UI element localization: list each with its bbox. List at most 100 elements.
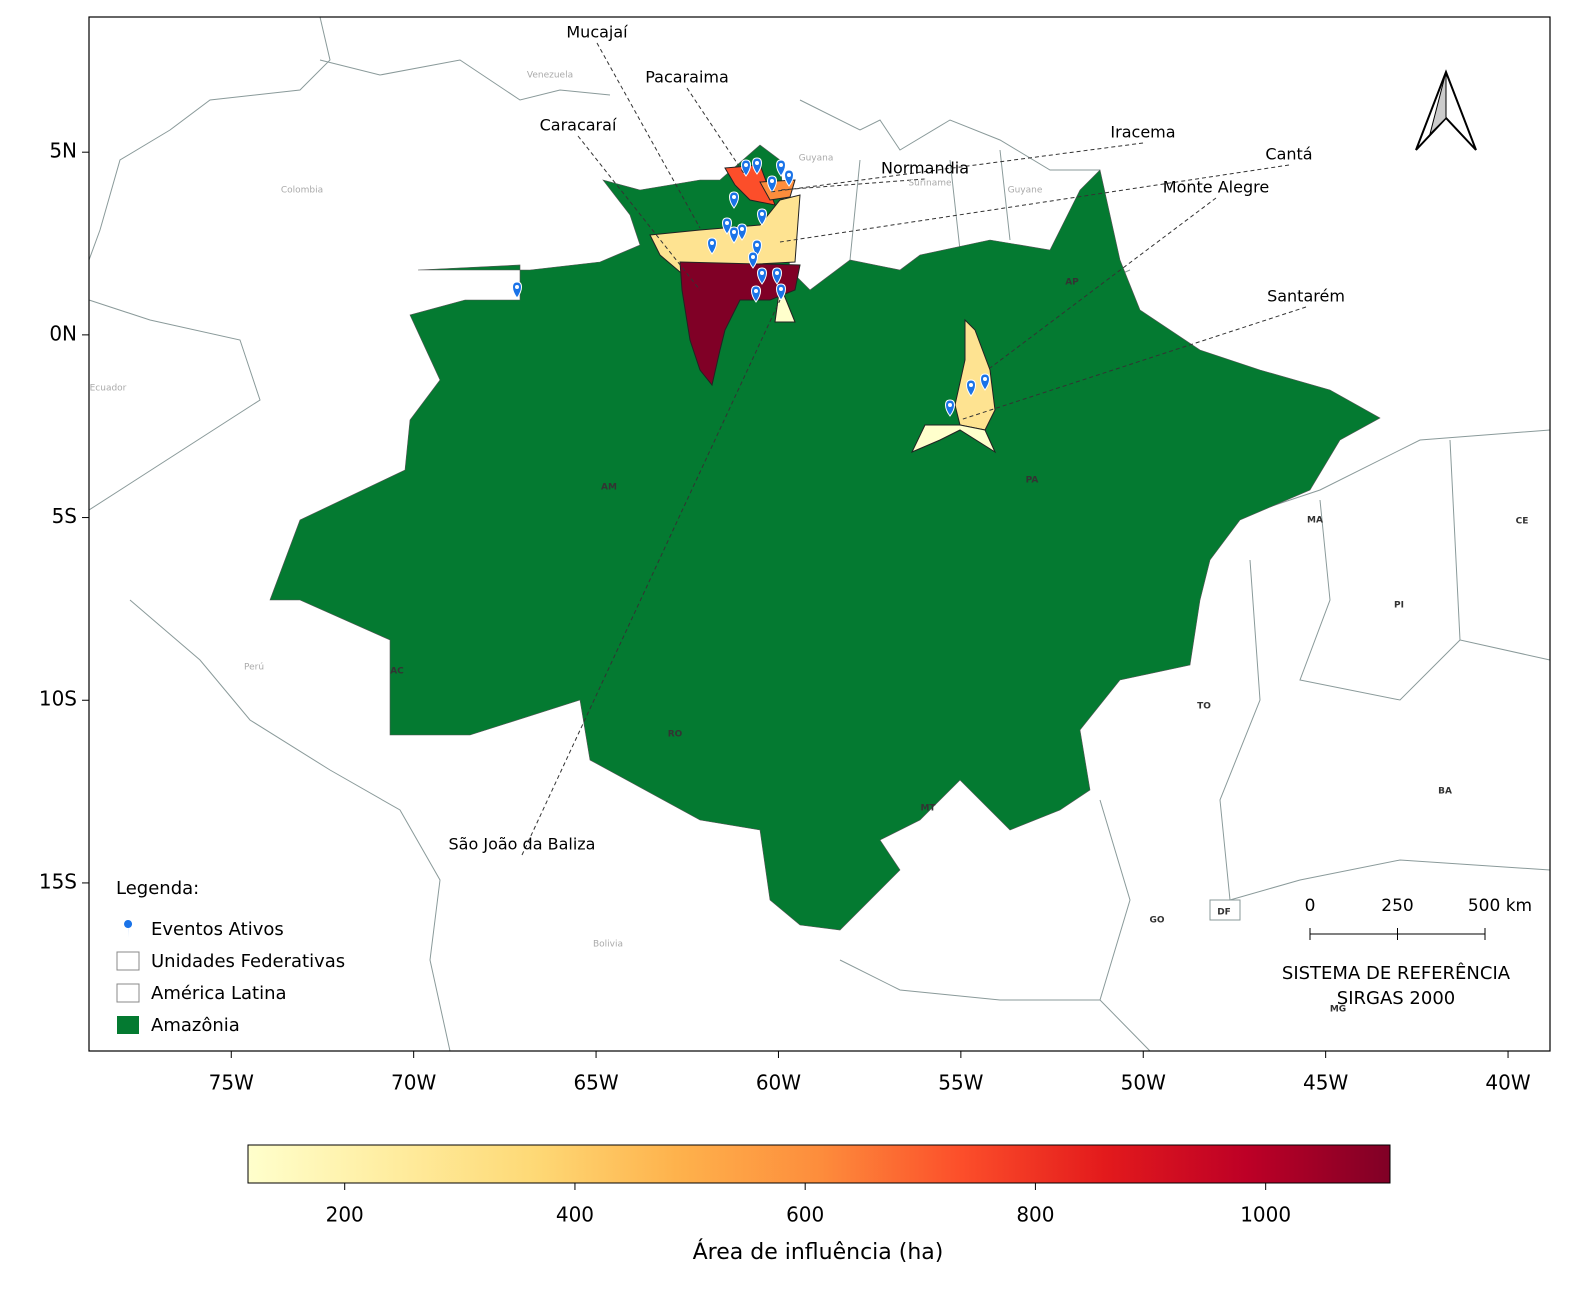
event-pin — [757, 267, 767, 285]
state-label: PA — [1026, 476, 1039, 486]
state-label: MT — [920, 804, 936, 814]
event-pin — [729, 226, 739, 244]
event-pin — [784, 169, 794, 187]
legend-pin — [124, 920, 133, 938]
colorbar-tick-label: 800 — [1016, 1203, 1054, 1227]
pin-dot — [710, 241, 714, 245]
pin-dot — [740, 227, 744, 231]
x-tick-label: 40W — [1485, 1071, 1530, 1095]
country-label: Perú — [244, 663, 264, 673]
pin-dot — [732, 195, 736, 199]
legend-item: Eventos Ativos — [151, 919, 284, 940]
x-tick-label: 60W — [756, 1071, 801, 1095]
colorbar-label: Área de influência (ha) — [693, 1239, 944, 1265]
state-label: DF — [1217, 908, 1231, 918]
legend-swatch — [116, 983, 140, 1003]
state-label: AC — [390, 667, 404, 677]
pin-dot — [779, 287, 783, 291]
municipality-label: Normandia — [881, 159, 969, 178]
pin-dot — [515, 285, 519, 289]
y-tick-label: 15S — [39, 869, 77, 893]
country-label: Suriname — [908, 179, 952, 189]
state-label: TO — [1197, 702, 1211, 712]
municipality-shapes — [649, 164, 997, 454]
x-tick-label: 65W — [573, 1071, 618, 1095]
country-label: Guyane — [1008, 186, 1043, 196]
legend-swatch — [116, 951, 140, 971]
legend-item: Unidades Federativas — [151, 951, 345, 972]
country-label: Ecuador — [90, 384, 127, 394]
state-label: MA — [1307, 516, 1323, 526]
pin-dot — [744, 163, 748, 167]
municipality-label: Santarém — [1267, 287, 1345, 306]
event-pin — [757, 208, 767, 226]
leader-line — [959, 306, 1307, 421]
leader-lines — [521, 42, 1307, 856]
scale-label: 0 — [1305, 896, 1316, 916]
pin-dot — [760, 271, 764, 275]
event-pin — [741, 159, 751, 177]
crs-text: SIRGAS 2000 — [1337, 988, 1455, 1009]
municipality-label: Caracaraí — [540, 116, 617, 135]
state-label: AP — [1065, 278, 1079, 288]
state-label: MG — [1330, 1005, 1346, 1015]
pin-dot — [751, 255, 755, 259]
event-pin — [776, 283, 786, 301]
state-label: PI — [1394, 601, 1404, 611]
event-pin — [748, 251, 758, 269]
event-pin — [767, 175, 777, 193]
legend-title: Legenda: — [116, 878, 199, 899]
pin-dot — [754, 289, 758, 293]
state-label: RO — [668, 730, 683, 740]
country-label: Guyana — [799, 154, 834, 164]
colorbar-tick-label: 600 — [786, 1203, 824, 1227]
legend: Legenda: Eventos Ativos Unidades Federat… — [116, 878, 345, 1036]
event-pin — [945, 399, 955, 417]
pin-dot — [725, 221, 729, 225]
map-frame — [88, 16, 1551, 1052]
legend-swatch — [117, 1016, 139, 1034]
leader-line — [596, 42, 701, 229]
scale-label: 250 — [1381, 896, 1413, 916]
municipality-label: Cantá — [1265, 145, 1312, 164]
x-tick-label: 55W — [938, 1071, 983, 1095]
country-label: Colombia — [281, 186, 323, 196]
pin-dot — [755, 243, 759, 247]
colorbar-tick-label: 1000 — [1240, 1203, 1291, 1227]
pin-dot — [983, 377, 987, 381]
pin-dot — [779, 163, 783, 167]
municipality-label: São João da Baliza — [449, 835, 596, 854]
leader-line — [686, 87, 746, 176]
country-label: Bolivia — [593, 940, 623, 950]
crs-text: SISTEMA DE REFERÊNCIA — [1282, 962, 1511, 984]
municipality-label: Monte Alegre — [1163, 178, 1269, 197]
north-arrow — [1415, 69, 1477, 151]
event-pin — [707, 237, 717, 255]
x-tick-label: 50W — [1121, 1071, 1166, 1095]
leader-line — [779, 178, 926, 191]
pin-dot — [755, 161, 759, 165]
legend-item: América Latina — [151, 983, 287, 1004]
y-tick-label: 5S — [52, 504, 77, 528]
y-tick-label: 10S — [39, 687, 77, 711]
amazonia-region — [269, 144, 1381, 931]
event-pin — [512, 281, 522, 299]
leader-line — [989, 197, 1217, 369]
event-pins — [512, 157, 990, 417]
colorbar — [247, 1144, 1391, 1184]
x-tick-label: 70W — [391, 1071, 436, 1095]
pin-dot — [760, 212, 764, 216]
event-pin — [751, 285, 761, 303]
state-label: AM — [601, 483, 617, 493]
event-pin — [729, 191, 739, 209]
pin-dot — [948, 403, 952, 407]
event-pin — [966, 379, 976, 397]
event-pin — [776, 159, 786, 177]
event-pin — [772, 267, 782, 285]
pin-dot — [775, 271, 779, 275]
municipality-label: Iracema — [1110, 123, 1175, 142]
pin-dot — [732, 230, 736, 234]
colorbar-tick-label: 400 — [556, 1203, 594, 1227]
y-tick-label: 5N — [49, 139, 77, 163]
